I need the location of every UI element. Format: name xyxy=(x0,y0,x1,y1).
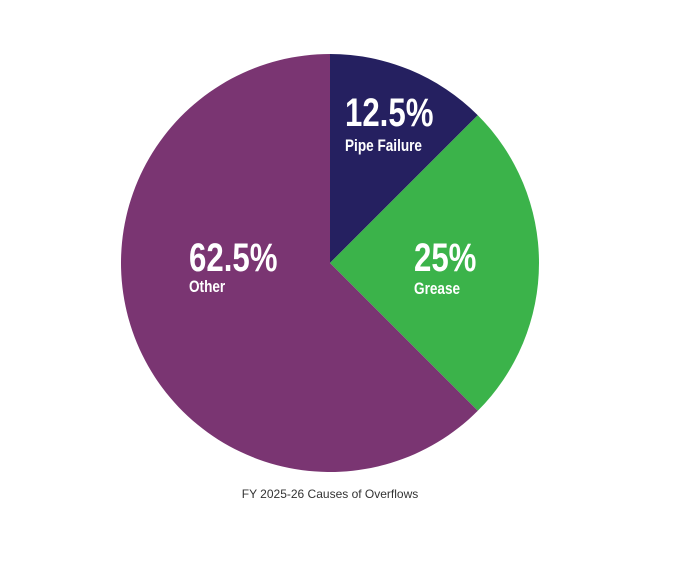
category-label: Other xyxy=(189,278,225,297)
pie-slice xyxy=(330,115,539,411)
value-label: 12.5% xyxy=(345,90,433,135)
value-label: 62.5% xyxy=(189,235,277,280)
pie-slice xyxy=(330,54,478,263)
value-label: 25% xyxy=(414,235,476,280)
chart-title: FY 2025-26 Causes of Overflows xyxy=(242,487,419,501)
category-label: Grease xyxy=(414,280,460,299)
pie-slice xyxy=(120,54,478,473)
category-label: Pipe Failure xyxy=(345,137,422,156)
